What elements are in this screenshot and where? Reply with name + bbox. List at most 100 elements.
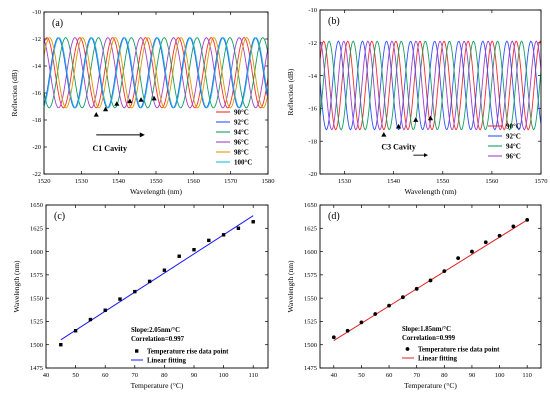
y-tick-label: 1650 xyxy=(30,202,43,209)
y-tick-label: -20 xyxy=(308,171,317,178)
x-tick-label: 50 xyxy=(72,372,79,379)
data-point xyxy=(133,289,137,294)
panel-b: 1530 1540 1550 1560 1570 -20 -18 -16 -14 -12 -10 Wa… xyxy=(286,7,548,196)
legend-label: Temperature rise data point xyxy=(147,348,229,355)
data-point xyxy=(470,249,474,254)
spectrum-line xyxy=(44,37,268,109)
plot-area xyxy=(331,218,530,341)
dip-marker xyxy=(138,97,144,102)
plot-area xyxy=(320,40,541,137)
data-point xyxy=(497,233,502,238)
cavity-arrowhead xyxy=(139,132,145,138)
data-point xyxy=(511,224,516,229)
data-point xyxy=(456,256,461,260)
y-tick-label: -14 xyxy=(32,63,41,70)
x-tick-label: 70 xyxy=(413,372,420,379)
spectrum-line xyxy=(44,37,268,109)
y-tick-label: -12 xyxy=(308,40,317,47)
dip-marker xyxy=(427,115,434,121)
legend-label: Linear fitting xyxy=(147,357,187,364)
data-point xyxy=(147,279,152,284)
y-tick-label: -18 xyxy=(308,138,317,145)
spectrum-line xyxy=(320,40,541,131)
y-tick-label: -20 xyxy=(32,144,41,151)
data-point xyxy=(118,297,122,301)
x-tick-label: 1540 xyxy=(387,178,400,185)
x-axis-label: Wavelength (nm) xyxy=(130,187,183,196)
data-point xyxy=(236,226,241,230)
y-tick-label: 1600 xyxy=(30,249,43,256)
legend-label: 96°C xyxy=(234,139,249,147)
slope-text: Slope:2.05nm/°C xyxy=(131,327,180,334)
dip-marker xyxy=(127,98,133,104)
data-point xyxy=(331,335,336,340)
data-point xyxy=(103,308,107,312)
legend-label: 92°C xyxy=(234,119,249,127)
y-tick-label: 1625 xyxy=(30,225,43,232)
plot-frame xyxy=(45,204,269,369)
legend-label: 98°C xyxy=(234,149,249,157)
y-tick-label: -16 xyxy=(308,106,317,113)
legend-label: 90°C xyxy=(234,109,249,117)
y-tick-label: -12 xyxy=(32,36,41,43)
x-tick-label: 80 xyxy=(441,372,448,379)
y-tick-label: 1550 xyxy=(304,295,317,302)
data-point xyxy=(400,295,405,300)
x-tick-label: 1570 xyxy=(535,178,548,185)
x-tick-label: 90 xyxy=(191,372,198,379)
spectrum-line xyxy=(320,40,541,131)
plot-area xyxy=(44,37,268,117)
x-tick-label: 1550 xyxy=(150,178,163,185)
y-tick-label: 1650 xyxy=(304,202,317,209)
y-tick-label: 1475 xyxy=(30,365,43,372)
y-tick-label: 1625 xyxy=(304,225,317,232)
x-tick-label: 1570 xyxy=(224,178,237,185)
plot-frame xyxy=(319,204,542,369)
plot-area xyxy=(59,215,255,347)
y-tick-label: 1525 xyxy=(304,319,317,326)
fit-line xyxy=(60,215,254,341)
dip-marker xyxy=(381,132,387,137)
legend-marker xyxy=(135,349,139,353)
data-point xyxy=(73,329,78,333)
y-tick-label: 1500 xyxy=(304,342,317,349)
panel-label: (c) xyxy=(54,211,65,222)
x-tick-label: 1520 xyxy=(38,178,51,185)
legend-label: 100°C xyxy=(234,159,252,167)
x-tick-label: 100 xyxy=(219,372,229,379)
dip-marker xyxy=(114,101,120,106)
data-point xyxy=(345,328,350,333)
y-tick-label: -22 xyxy=(32,171,41,178)
dip-marker xyxy=(413,117,419,122)
x-axis-label: Temperature (°C) xyxy=(404,381,457,390)
y-tick-label: 1500 xyxy=(30,342,43,349)
cavity-label: C3 Cavity xyxy=(381,142,415,151)
data-point xyxy=(88,317,93,322)
x-tick-label: 40 xyxy=(43,372,50,379)
data-point xyxy=(207,238,211,243)
correlation-text: Correlation=0.997 xyxy=(131,336,185,343)
y-tick-label: 1575 xyxy=(30,272,43,279)
data-point xyxy=(373,312,378,316)
y-tick-label: 1575 xyxy=(304,272,317,279)
y-tick-label: -10 xyxy=(308,7,317,14)
y-tick-label: 1475 xyxy=(304,365,317,372)
y-tick-label: -14 xyxy=(308,73,317,80)
y-tick-label: 1600 xyxy=(304,249,317,256)
data-point xyxy=(442,269,447,274)
legend-marker xyxy=(405,347,410,351)
x-tick-label: 1530 xyxy=(75,178,88,185)
y-tick-label: -10 xyxy=(32,9,41,16)
panel-label: (a) xyxy=(52,18,63,29)
data-point xyxy=(221,233,226,237)
dip-marker xyxy=(151,95,157,101)
x-tick-label: 1540 xyxy=(112,178,125,185)
data-point xyxy=(414,286,419,291)
cavity-arrowhead xyxy=(424,153,429,158)
data-point xyxy=(162,268,167,272)
legend-label: 94°C xyxy=(506,143,521,151)
spectrum-line xyxy=(320,40,541,131)
correlation-text: Correlation=0.999 xyxy=(402,335,456,342)
